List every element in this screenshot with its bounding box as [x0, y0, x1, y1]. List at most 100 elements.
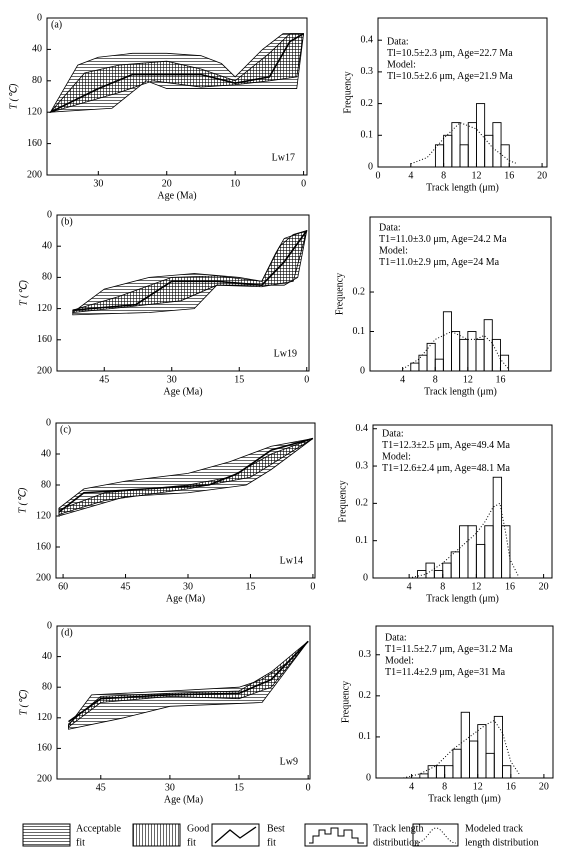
legend-label: Track length	[373, 823, 423, 834]
y-tick-label: 200	[37, 365, 52, 376]
y-tick-label: 0	[37, 12, 42, 23]
x-axis-title: Track length (μm)	[428, 793, 501, 804]
x-tick-label: 0	[304, 374, 309, 385]
best-fit-line	[58, 437, 314, 513]
x-tick-label: 16	[505, 581, 515, 592]
y-axis-title: Frequency	[340, 681, 351, 723]
histogram-bar	[442, 562, 452, 579]
x-tick-label: 0	[301, 178, 306, 189]
legend-swatch-hist-box	[304, 823, 368, 847]
annotation: T1=11.5±2.7 μm, Age=31.2 Ma	[385, 644, 513, 655]
model-curve	[410, 122, 518, 165]
histogram-bar	[475, 103, 486, 168]
annotation: Data:	[382, 428, 404, 439]
plot-frame	[375, 625, 554, 779]
histogram-bar	[459, 525, 469, 579]
x-tick-label: 10	[230, 178, 240, 189]
annotation: T1=11.0±3.0 μm, Age=24.2 Ma	[379, 234, 507, 245]
x-tick-label: 20	[537, 170, 547, 181]
y-tick-label: 0	[366, 772, 371, 783]
x-tick-label: 16	[506, 781, 516, 792]
y-tick-label: 0.1	[353, 326, 366, 337]
legend-swatch-acceptable	[22, 823, 71, 847]
y-axis-title: T (℃)	[17, 487, 28, 513]
annotation: Data:	[387, 36, 409, 47]
x-tick-label: 12	[471, 170, 481, 181]
histogram-bar	[491, 338, 501, 372]
x-tick-label: 4	[408, 170, 413, 181]
histogram-bar	[467, 122, 477, 168]
y-tick-label: 40	[42, 651, 52, 662]
y-tick-label: 0.3	[361, 66, 374, 77]
histogram-bar	[452, 748, 462, 779]
sample-label: Lw17	[272, 152, 295, 163]
histogram-bar	[460, 711, 470, 779]
x-tick-label: 8	[440, 581, 445, 592]
x-tick-label: 8	[442, 781, 447, 792]
y-tick-label: 0	[47, 620, 52, 631]
histogram-bar	[410, 362, 420, 372]
y-tick-label: 80	[41, 479, 51, 490]
y-axis-title: T (℃)	[8, 83, 19, 109]
histogram-bar	[492, 122, 502, 168]
histogram-bar	[475, 543, 486, 579]
y-tick-label: 40	[32, 44, 42, 55]
annotation: Tl=10.5±2.3 μm, Age=22.7 Ma	[387, 48, 513, 59]
x-tick-label: 30	[93, 178, 103, 189]
x-tick-label: 0	[376, 170, 381, 181]
histogram-bar	[467, 331, 477, 372]
legend-label: distribution	[373, 837, 419, 848]
x-tick-label: 45	[99, 374, 109, 385]
annotation: T1=11.4±2.9 μm, Age=31 Ma	[385, 667, 506, 678]
legend-swatch-hist	[309, 827, 364, 844]
legend: Acceptable fit Good fit Best fit Track l…	[22, 823, 539, 848]
y-tick-label: 0.2	[356, 498, 369, 509]
x-tick-label: 30	[183, 581, 193, 592]
y-tick-label: 80	[42, 272, 52, 283]
legend-label: Good	[187, 823, 209, 834]
panel-label: (d)	[61, 627, 73, 638]
x-axis-title: Age (Ma)	[163, 386, 202, 397]
legend-label: fit	[76, 837, 85, 848]
y-tick-label: 120	[36, 510, 51, 521]
legend-label: fit	[187, 837, 196, 848]
plot-frame	[56, 214, 310, 372]
sample-label: Lw9	[280, 756, 298, 767]
histogram-bar	[433, 570, 444, 579]
annotation: Model:	[379, 245, 408, 256]
y-tick-label: 0.1	[356, 535, 369, 546]
legend-label: Best	[267, 823, 285, 834]
histogram-bar	[435, 765, 446, 779]
legend-label: fit	[267, 837, 276, 848]
histogram-bar	[483, 319, 493, 372]
y-tick-label: 120	[37, 712, 52, 723]
x-tick-label: 15	[234, 374, 244, 385]
x-tick-label: 12	[463, 374, 473, 385]
legend-label: length distribution	[465, 837, 539, 848]
y-tick-label: 40	[41, 448, 51, 459]
x-axis-title: Track length (μm)	[424, 386, 497, 397]
x-tick-label: 4	[409, 781, 414, 792]
y-tick-label: 160	[37, 334, 52, 345]
x-tick-label: 0	[306, 782, 311, 793]
x-tick-label: 60	[58, 581, 68, 592]
y-tick-label: 0.1	[359, 731, 372, 742]
histogram-bar	[451, 331, 461, 372]
histogram-bar	[425, 562, 435, 579]
histogram-bar	[477, 724, 487, 779]
x-tick-label: 12	[473, 781, 483, 792]
histogram-bar	[443, 134, 453, 168]
legend-swatch-best-box	[211, 823, 260, 847]
y-tick-label: 0	[363, 572, 368, 583]
plot-frame	[46, 17, 308, 176]
histogram-bar	[442, 311, 452, 372]
y-axis-title: T (℃)	[18, 689, 29, 715]
x-axis-title: Age (Ma)	[164, 794, 203, 805]
y-tick-label: 40	[42, 240, 52, 251]
histogram-bar	[459, 338, 469, 372]
best-fit-line	[68, 640, 309, 723]
y-tick-label: 0	[47, 209, 52, 220]
y-tick-label: 160	[36, 541, 51, 552]
histogram-bar	[444, 765, 454, 779]
